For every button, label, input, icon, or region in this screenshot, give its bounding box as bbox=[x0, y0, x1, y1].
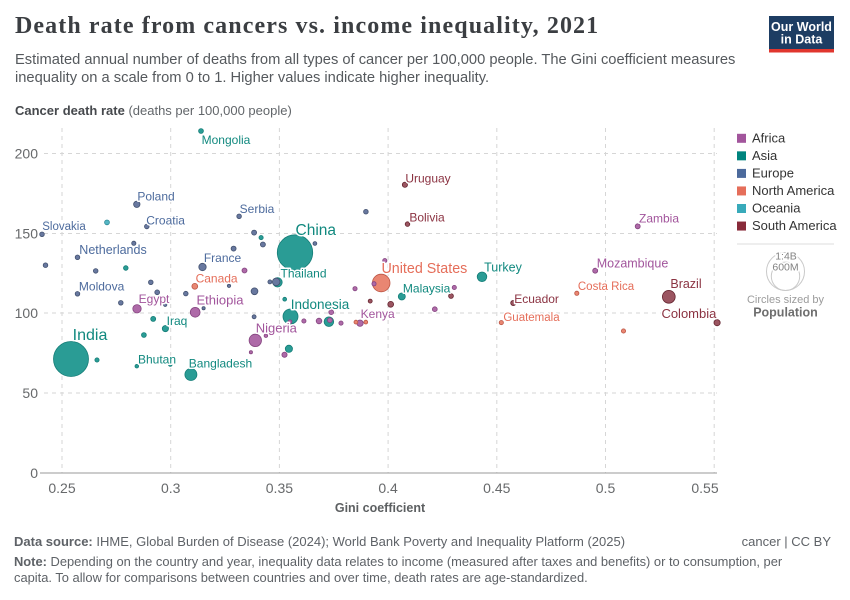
svg-text:Our World: Our World bbox=[771, 20, 832, 34]
svg-text:Circles sized by: Circles sized by bbox=[747, 294, 825, 306]
svg-text:Europe: Europe bbox=[752, 165, 794, 180]
svg-text:0.35: 0.35 bbox=[266, 480, 293, 496]
svg-text:Indonesia: Indonesia bbox=[291, 297, 350, 312]
svg-text:Note: Depending on the country: Note: Depending on the country and year,… bbox=[14, 554, 783, 569]
svg-text:capita. To allow for compariso: capita. To allow for comparisons between… bbox=[14, 570, 588, 585]
svg-text:Mozambique: Mozambique bbox=[597, 257, 669, 271]
svg-text:Africa: Africa bbox=[752, 130, 786, 145]
svg-text:Nigeria: Nigeria bbox=[256, 320, 298, 335]
svg-text:0.3: 0.3 bbox=[161, 480, 181, 496]
svg-text:Brazil: Brazil bbox=[670, 277, 701, 291]
svg-text:200: 200 bbox=[15, 146, 39, 162]
svg-text:in Data: in Data bbox=[781, 33, 824, 47]
svg-text:Bangladesh: Bangladesh bbox=[189, 356, 252, 370]
svg-text:Oceania: Oceania bbox=[752, 201, 801, 216]
svg-text:0.45: 0.45 bbox=[483, 480, 510, 496]
svg-text:0.4: 0.4 bbox=[378, 480, 398, 496]
svg-text:Gini coefficient: Gini coefficient bbox=[335, 501, 426, 515]
svg-text:0.55: 0.55 bbox=[691, 480, 718, 496]
svg-text:cancer | CC BY: cancer | CC BY bbox=[742, 534, 832, 549]
svg-text:Ethiopia: Ethiopia bbox=[197, 293, 245, 308]
svg-text:India: India bbox=[73, 327, 108, 344]
svg-text:Moldova: Moldova bbox=[79, 280, 125, 294]
svg-text:Malaysia: Malaysia bbox=[403, 281, 451, 295]
svg-text:Poland: Poland bbox=[137, 190, 174, 204]
svg-text:Croatia: Croatia bbox=[146, 213, 185, 227]
svg-text:United States: United States bbox=[381, 261, 467, 277]
svg-text:Uruguay: Uruguay bbox=[405, 172, 450, 186]
svg-text:South America: South America bbox=[752, 218, 837, 233]
svg-text:Death rate from cancers vs. in: Death rate from cancers vs. income inequ… bbox=[15, 13, 599, 39]
svg-text:Serbia: Serbia bbox=[240, 202, 275, 216]
svg-text:Colombia: Colombia bbox=[661, 306, 717, 321]
svg-text:Canada: Canada bbox=[196, 272, 238, 286]
svg-text:1:4B: 1:4B bbox=[775, 251, 797, 263]
svg-text:100: 100 bbox=[15, 305, 39, 321]
svg-text:inequality on a scale from 0 t: inequality on a scale from 0 to 1. Highe… bbox=[15, 70, 489, 86]
svg-text:Slovakia: Slovakia bbox=[42, 221, 86, 233]
svg-text:600M: 600M bbox=[772, 262, 798, 274]
svg-text:Ecuador: Ecuador bbox=[514, 292, 559, 306]
svg-text:Bhutan: Bhutan bbox=[138, 352, 176, 366]
svg-text:Estimated annual number of dea: Estimated annual number of deaths from a… bbox=[15, 52, 735, 68]
svg-text:Asia: Asia bbox=[752, 148, 778, 163]
svg-text:Zambia: Zambia bbox=[639, 212, 679, 226]
svg-text:Population: Population bbox=[753, 306, 818, 320]
svg-text:France: France bbox=[204, 251, 242, 265]
svg-text:Guatemala: Guatemala bbox=[503, 312, 560, 324]
svg-text:Data source: IHME, Global Burd: Data source: IHME, Global Burden of Dise… bbox=[14, 534, 625, 549]
svg-text:North America: North America bbox=[752, 183, 835, 198]
svg-text:Costa Rica: Costa Rica bbox=[578, 281, 635, 293]
svg-text:0: 0 bbox=[30, 465, 38, 481]
svg-text:Netherlands: Netherlands bbox=[79, 243, 146, 257]
svg-text:Iraq: Iraq bbox=[167, 314, 188, 328]
svg-text:150: 150 bbox=[15, 226, 39, 242]
svg-text:Egypt: Egypt bbox=[139, 292, 170, 306]
svg-text:Kenya: Kenya bbox=[361, 307, 395, 321]
svg-text:China: China bbox=[296, 222, 337, 239]
svg-text:Cancer death rate (deaths per: Cancer death rate (deaths per 100,000 pe… bbox=[15, 103, 292, 118]
svg-text:Thailand: Thailand bbox=[280, 266, 326, 280]
svg-text:50: 50 bbox=[22, 385, 38, 401]
svg-text:0.25: 0.25 bbox=[48, 480, 75, 496]
svg-text:Turkey: Turkey bbox=[484, 260, 522, 274]
svg-text:0.5: 0.5 bbox=[596, 480, 616, 496]
svg-text:Bolivia: Bolivia bbox=[409, 210, 445, 224]
svg-text:Mongolia: Mongolia bbox=[202, 133, 251, 147]
